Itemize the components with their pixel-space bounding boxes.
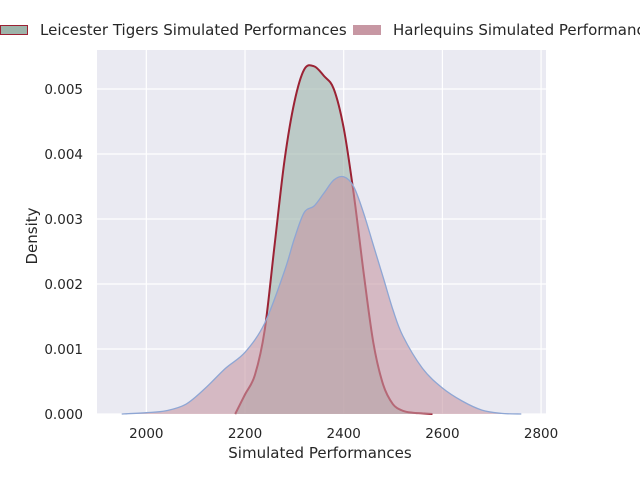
density-areas (121, 64, 522, 415)
x-tick-label: 2400 (327, 426, 361, 442)
legend-swatch-harlequins (353, 25, 381, 35)
x-tick-label: 2600 (425, 426, 459, 442)
x-axis-ticks: 2000 2200 2400 2600 2800 (129, 426, 558, 442)
legend-item-leicester: Leicester Tigers Simulated Performances (0, 20, 347, 40)
y-tick-label: 0.005 (44, 82, 83, 98)
legend-label-harlequins: Harlequins Simulated Performances (393, 21, 640, 39)
x-tick-label: 2800 (524, 426, 558, 442)
y-tick-label: 0.003 (44, 212, 83, 228)
density-fill-harlequins (121, 176, 522, 414)
y-tick-label: 0.004 (44, 147, 83, 163)
y-tick-label: 0.000 (44, 407, 83, 423)
y-tick-label: 0.002 (44, 277, 83, 293)
density-line-harlequins (121, 175, 522, 415)
legend-swatch-leicester (0, 25, 28, 35)
x-axis-label: Simulated Performances (228, 444, 412, 462)
legend-item-harlequins: Harlequins Simulated Performances (353, 20, 640, 40)
legend: Leicester Tigers Simulated Performances … (0, 20, 640, 40)
y-axis-label: Density (23, 207, 41, 265)
legend-label-leicester: Leicester Tigers Simulated Performances (40, 21, 347, 39)
x-tick-label: 2200 (228, 426, 262, 442)
x-tick-label: 2000 (129, 426, 163, 442)
y-axis-ticks: 0.000 0.001 0.002 0.003 0.004 0.005 (44, 82, 83, 423)
y-tick-label: 0.001 (44, 342, 83, 358)
